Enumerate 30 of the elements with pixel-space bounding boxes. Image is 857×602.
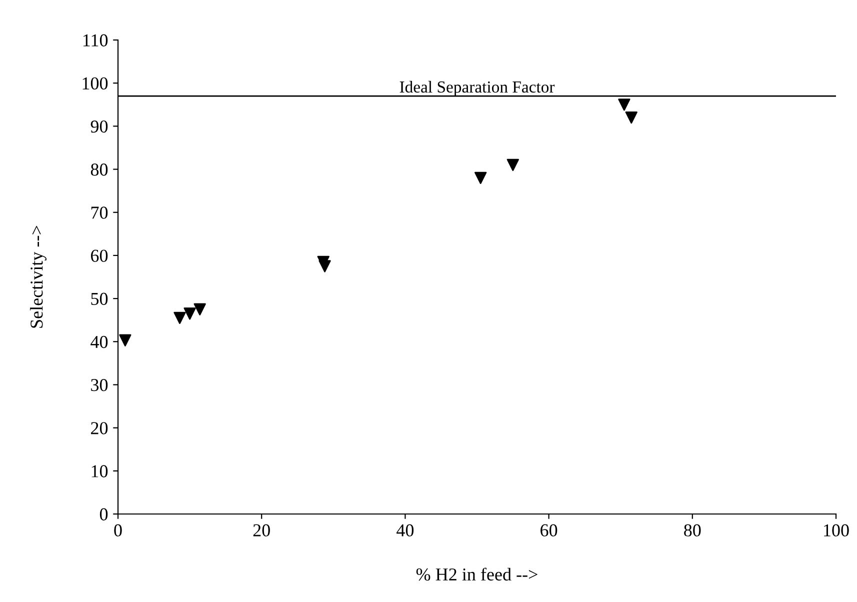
point [625, 111, 638, 124]
point [318, 260, 331, 272]
point [506, 158, 519, 172]
point [618, 98, 630, 111]
y-tick-label: 40 [90, 336, 108, 348]
y-tick-label: 50 [91, 292, 108, 305]
y-tick-label: 0 [100, 508, 108, 520]
point [174, 312, 186, 324]
point [184, 308, 196, 320]
y-tick-label: 20 [91, 422, 108, 434]
y-tick-label: 100 [82, 77, 108, 90]
y-axis-title: Selectivity --> [30, 226, 46, 328]
x-tick-label: 60 [540, 524, 558, 536]
y-tick-label: 80 [90, 164, 108, 176]
x-axis-title: % H2 in feed --> [416, 568, 538, 581]
y-tick-label: 110 [83, 34, 108, 46]
x-tick-label: 0 [114, 524, 122, 536]
x-tick-label: 40 [396, 524, 414, 536]
point [194, 303, 206, 316]
y-tick-label: 70 [91, 206, 108, 219]
y-tick-label: 30 [91, 378, 108, 392]
x-tick-label: 20 [253, 524, 270, 536]
y-tick-label: 60 [91, 250, 108, 262]
y-tick-label: 90 [90, 120, 108, 133]
x-tick-label: 80 [684, 524, 701, 536]
point [474, 172, 487, 184]
x-tick-label: 100 [824, 524, 849, 536]
point [119, 334, 132, 346]
y-tick-label: 10 [92, 465, 108, 478]
ref-line-label: Ideal Separation Factor [400, 80, 555, 96]
